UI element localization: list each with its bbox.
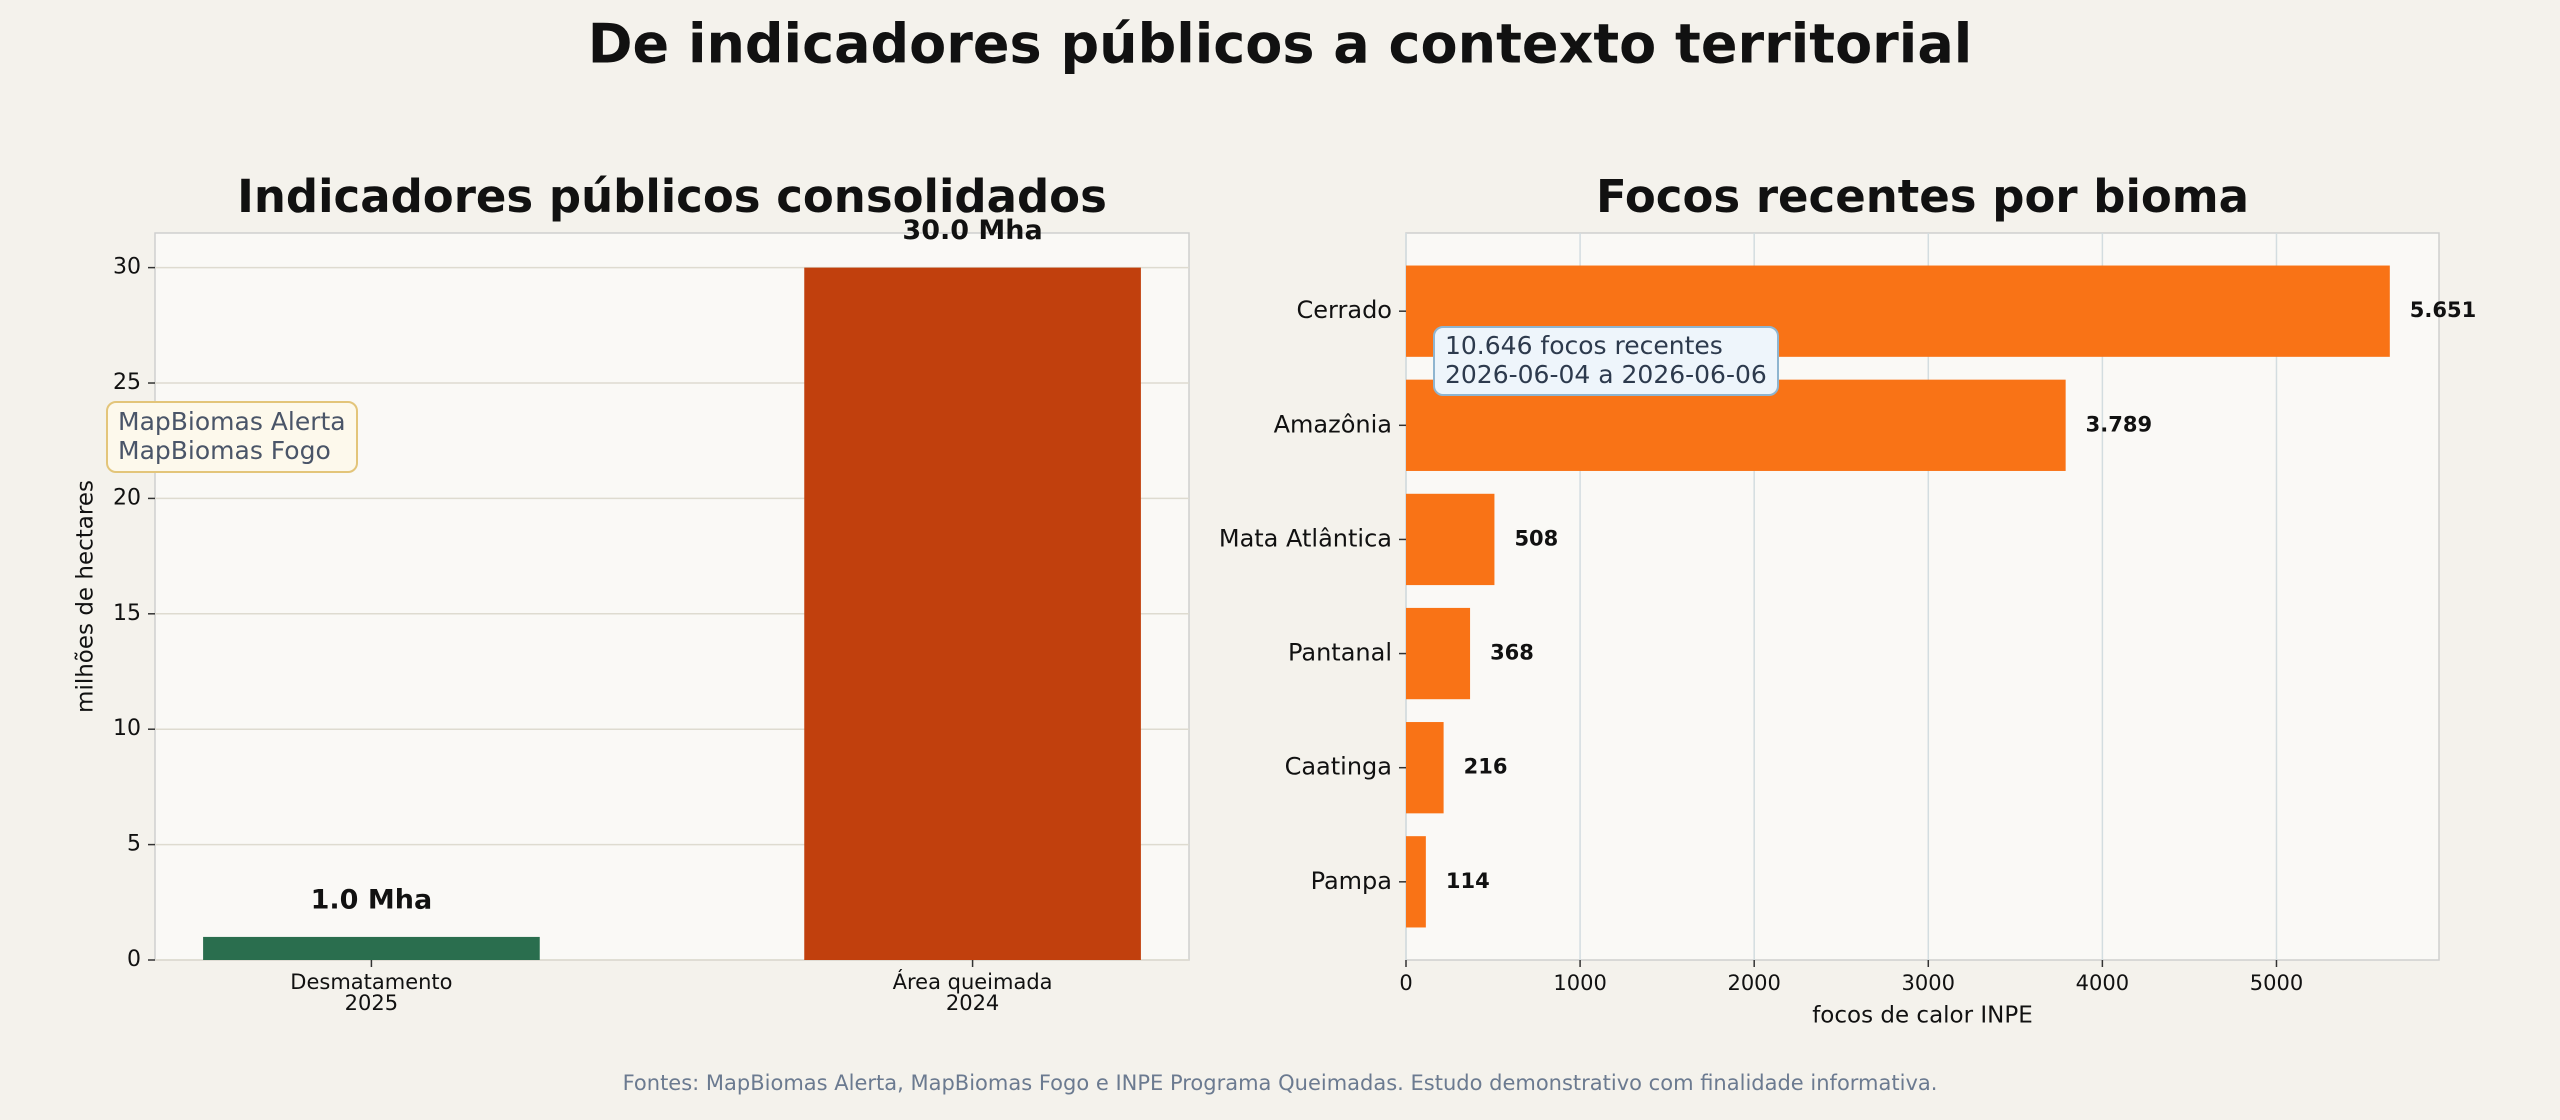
value-label: 30.0 Mha: [902, 215, 1042, 246]
bar: [203, 936, 540, 960]
bar: [1406, 836, 1426, 928]
x-tick-label: 3000: [1902, 971, 1955, 995]
y-axis-label: milhões de hectares: [73, 480, 99, 713]
value-label: 508: [1514, 526, 1558, 550]
figure-title: De indicadores públicos a contexto terri…: [588, 13, 1973, 76]
value-label: 1.0 Mha: [311, 884, 433, 915]
x-tick-label: Área queimada 2024: [892, 970, 1053, 1015]
x-tick-label: Desmatamento 2025: [290, 970, 453, 1015]
y-tick-label: 10: [113, 716, 141, 741]
value-label: 3.789: [2086, 412, 2152, 436]
y-tick-label: Amazônia: [1274, 410, 1392, 438]
y-tick-label: Pantanal: [1288, 639, 1392, 667]
y-tick-label: Mata Atlântica: [1219, 524, 1392, 552]
bar: [1406, 607, 1471, 700]
y-tick-label: Cerrado: [1297, 296, 1392, 324]
x-tick-label: 4000: [2076, 971, 2129, 995]
value-label: 5.651: [2410, 298, 2476, 322]
value-label: 114: [1446, 869, 1490, 893]
x-axis-label: focos de calor INPE: [1812, 1003, 2033, 1029]
x-tick-label: 1000: [1553, 971, 1606, 995]
y-tick-label: 15: [113, 601, 141, 626]
x-tick-label: 2000: [1727, 971, 1780, 995]
y-tick-label: 5: [127, 832, 141, 857]
x-tick-label: 0: [1399, 971, 1412, 995]
value-label: 368: [1490, 641, 1534, 665]
y-tick-label: 25: [113, 370, 141, 395]
chart-title: Focos recentes por bioma: [1596, 170, 2249, 223]
y-tick-label: 0: [127, 947, 141, 972]
y-tick-label: 30: [113, 255, 141, 280]
source-note: Fontes: MapBiomas Alerta, MapBiomas Fogo…: [623, 1071, 1938, 1095]
annotation: MapBiomas Alerta MapBiomas Fogo: [106, 401, 358, 473]
value-label: 216: [1464, 755, 1508, 779]
annotation: 10.646 focos recentes 2026-06-04 a 2026-…: [1433, 326, 1779, 396]
bar: [1406, 722, 1444, 814]
bar: [804, 267, 1141, 961]
y-tick-label: Caatinga: [1285, 753, 1392, 781]
y-tick-label: Pampa: [1311, 867, 1392, 895]
y-tick-label: 20: [113, 485, 141, 510]
bar: [1406, 493, 1495, 586]
x-tick-label: 5000: [2250, 971, 2303, 995]
chart-title: Indicadores públicos consolidados: [237, 170, 1107, 223]
